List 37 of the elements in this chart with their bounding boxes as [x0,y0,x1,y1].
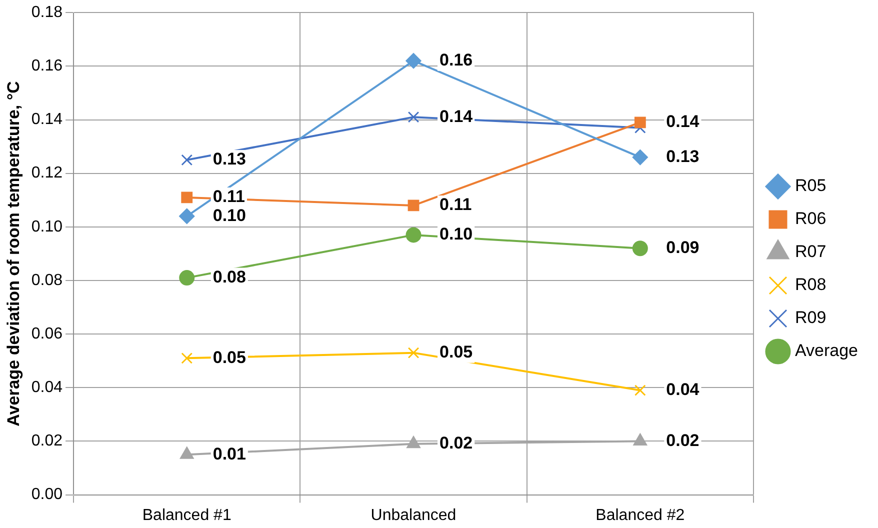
data-label: 0.01 [212,444,246,464]
y-tick-label: 0.06 [31,325,63,342]
data-label: 0.14 [440,106,474,126]
data-label: 0.05 [212,348,246,367]
y-tick-label: 0.10 [31,218,63,236]
y-tick-label: 0.18 [31,4,63,22]
data-label: 0.05 [440,342,473,362]
data-label: 0.02 [440,434,473,453]
legend-label: R09 [794,308,826,328]
data-label: 0.02 [666,430,700,450]
legend-label: R07 [794,242,826,262]
legend-label: Average [794,341,858,360]
y-tick-label: 0.12 [31,164,63,182]
legend-label: R06 [794,209,826,228]
y-tick-label: 0.02 [31,432,63,450]
y-tick-label: 0.00 [31,486,63,504]
legend-label: R05 [794,176,826,196]
data-label: 0.04 [666,380,700,400]
data-label: 0.13 [666,146,700,166]
data-label: 0.16 [440,50,473,70]
data-label: 0.10 [212,206,246,225]
data-label: 0.10 [440,224,473,244]
data-label: 0.08 [212,267,246,286]
data-label: 0.11 [440,195,472,214]
data-label: 0.14 [666,112,700,132]
y-tick-label: 0.08 [31,272,63,289]
x-tick-label: Balanced #2 [596,506,685,524]
x-tick-label: Balanced #1 [142,506,232,524]
y-axis-title: Average deviation of room temperature, °C [4,81,23,426]
y-tick-label: 0.14 [31,111,63,128]
y-tick-label: 0.04 [31,379,63,396]
data-label: 0.11 [212,187,246,206]
x-tick-label: Unbalanced [370,506,456,524]
y-tick-label: 0.16 [31,58,63,75]
legend-label: R08 [794,275,826,294]
data-label: 0.09 [666,238,700,258]
data-label: 0.13 [212,150,246,169]
